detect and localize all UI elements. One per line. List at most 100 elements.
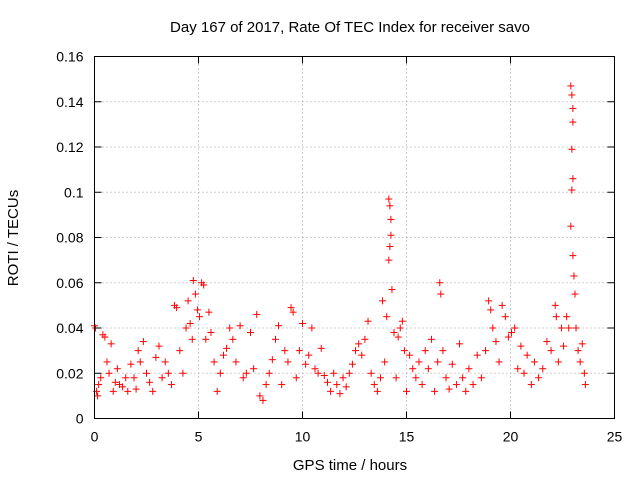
data-point bbox=[146, 378, 154, 386]
data-point bbox=[386, 202, 394, 210]
y-tick-label: 0.04 bbox=[56, 320, 83, 336]
data-point bbox=[207, 329, 215, 337]
data-point bbox=[495, 358, 503, 366]
x-tick-label: 10 bbox=[295, 429, 311, 445]
data-point bbox=[388, 286, 396, 294]
data-point bbox=[355, 340, 363, 348]
data-point bbox=[364, 317, 372, 325]
data-point bbox=[437, 290, 445, 298]
data-point bbox=[281, 347, 289, 355]
x-tick-label: 0 bbox=[91, 429, 99, 445]
data-point bbox=[565, 324, 573, 332]
data-point bbox=[367, 369, 375, 377]
data-point bbox=[387, 231, 395, 239]
x-tick-labels: 0 5 10 15 20 25 bbox=[91, 429, 623, 445]
data-point bbox=[339, 374, 347, 382]
data-point bbox=[465, 365, 473, 373]
data-point bbox=[259, 396, 267, 404]
data-point bbox=[459, 374, 467, 382]
data-point bbox=[448, 360, 456, 368]
data-point bbox=[578, 340, 586, 348]
data-point bbox=[361, 335, 369, 343]
data-point bbox=[462, 387, 470, 395]
data-point bbox=[552, 313, 560, 321]
data-point bbox=[392, 374, 400, 382]
data-point bbox=[265, 369, 273, 377]
data-point bbox=[164, 369, 172, 377]
data-point bbox=[232, 358, 240, 366]
data-point bbox=[200, 281, 208, 289]
data-point bbox=[400, 347, 408, 355]
data-point bbox=[94, 392, 102, 400]
data-point bbox=[196, 313, 204, 321]
data-point bbox=[504, 333, 512, 341]
x-axis-title: GPS time / hours bbox=[293, 457, 407, 474]
data-point bbox=[415, 358, 423, 366]
x-tick-label: 15 bbox=[399, 429, 415, 445]
data-point bbox=[492, 338, 500, 346]
data-point bbox=[482, 347, 490, 355]
data-point bbox=[105, 369, 113, 377]
data-point bbox=[498, 301, 506, 309]
data-point bbox=[311, 365, 319, 373]
y-tick-labels: 0 0.02 0.04 0.06 0.08 0.1 0.12 0.14 0.16 bbox=[56, 49, 83, 427]
data-point bbox=[452, 381, 460, 389]
data-point bbox=[557, 324, 565, 332]
data-point bbox=[570, 272, 578, 280]
data-point bbox=[385, 195, 393, 203]
data-point bbox=[327, 387, 335, 395]
data-point bbox=[342, 383, 350, 391]
data-point bbox=[299, 319, 306, 327]
data-point bbox=[409, 365, 417, 373]
data-points bbox=[91, 82, 589, 404]
data-point bbox=[101, 333, 109, 341]
data-point bbox=[193, 306, 201, 314]
data-point bbox=[348, 360, 356, 368]
data-point bbox=[523, 351, 531, 359]
data-point bbox=[421, 347, 429, 355]
axis-ticks bbox=[94, 56, 615, 419]
data-point bbox=[308, 324, 316, 332]
data-point bbox=[527, 381, 535, 389]
data-point bbox=[330, 369, 338, 377]
data-point bbox=[250, 365, 258, 373]
data-point bbox=[268, 356, 276, 364]
y-axis-title: ROTI / TECUs bbox=[5, 190, 22, 286]
data-point bbox=[287, 304, 295, 312]
data-point bbox=[119, 383, 127, 391]
data-point bbox=[333, 381, 341, 389]
y-tick-label: 0.14 bbox=[56, 94, 83, 110]
data-point bbox=[302, 360, 310, 368]
data-point bbox=[473, 351, 481, 359]
y-tick-label: 0.06 bbox=[56, 275, 83, 291]
data-point bbox=[155, 342, 163, 350]
data-point bbox=[236, 322, 244, 330]
data-point bbox=[517, 342, 525, 350]
data-point bbox=[278, 381, 286, 389]
data-point bbox=[336, 390, 344, 398]
data-point bbox=[501, 313, 509, 321]
data-point bbox=[568, 91, 576, 99]
data-point bbox=[487, 306, 495, 314]
data-point bbox=[418, 381, 426, 389]
data-point bbox=[189, 276, 197, 284]
data-point bbox=[226, 324, 234, 332]
data-point bbox=[352, 347, 360, 355]
data-point bbox=[179, 369, 187, 377]
data-point bbox=[305, 351, 313, 359]
data-point bbox=[406, 351, 414, 359]
data-point bbox=[581, 381, 589, 389]
data-point bbox=[403, 387, 410, 395]
data-point bbox=[216, 369, 224, 377]
data-point bbox=[576, 358, 584, 366]
data-point bbox=[560, 342, 568, 350]
data-point bbox=[292, 374, 300, 382]
data-point bbox=[520, 369, 528, 377]
y-tick-label: 0.16 bbox=[56, 49, 83, 65]
data-point bbox=[109, 387, 117, 395]
data-point bbox=[373, 387, 381, 395]
data-point bbox=[323, 378, 331, 386]
data-point bbox=[554, 358, 562, 366]
data-point bbox=[379, 297, 387, 305]
data-point bbox=[569, 105, 577, 113]
